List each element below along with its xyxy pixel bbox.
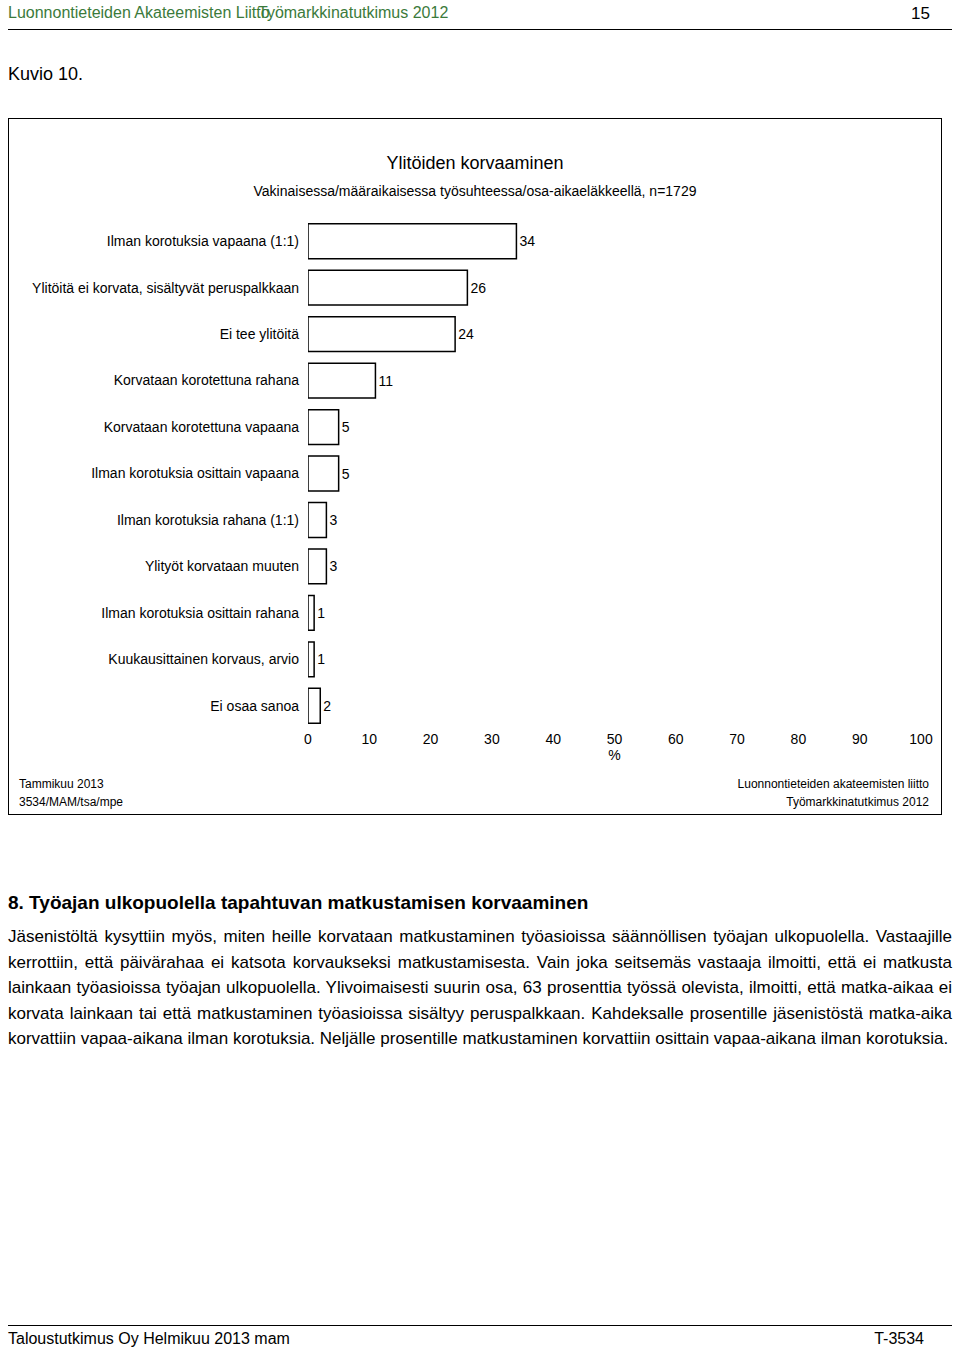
- svg-text:Ilman korotuksia osittain raha: Ilman korotuksia osittain rahana: [101, 605, 299, 621]
- svg-text:10: 10: [362, 731, 378, 747]
- svg-text:3: 3: [329, 558, 337, 574]
- svg-text:11: 11: [378, 373, 393, 389]
- svg-text:Ei tee ylitöitä: Ei tee ylitöitä: [220, 326, 300, 342]
- html-text:Kuvio 10.: Kuvio 10.: [8, 64, 84, 84]
- svg-text:0: 0: [304, 731, 312, 747]
- svg-text:60: 60: [668, 731, 684, 747]
- html-text:Tammikuu 2013: Tammikuu 2013: [19, 777, 104, 791]
- html-text:Luonnontieteiden akateemisten: Luonnontieteiden akateemisten liitto: [737, 777, 929, 791]
- html-text:T-3534: T-3534: [874, 1330, 924, 1347]
- svg-text:Ei osaa sanoa: Ei osaa sanoa: [210, 698, 299, 714]
- svg-text:70: 70: [729, 731, 745, 747]
- svg-text:Korvataan korotettuna vapaana: Korvataan korotettuna vapaana: [104, 419, 300, 435]
- svg-text:50: 50: [607, 731, 623, 747]
- svg-text:24: 24: [458, 326, 474, 342]
- svg-text:80: 80: [791, 731, 807, 747]
- html-text:Vakinaisessa/määraikaisessa ty: Vakinaisessa/määraikaisessa työsuhteessa…: [253, 183, 697, 199]
- svg-text:Ilman korotuksia vapaana (1:1): Ilman korotuksia vapaana (1:1): [107, 233, 299, 249]
- svg-text:Ylitöitä ei korvata, sisältyvä: Ylitöitä ei korvata, sisältyvät peruspal…: [32, 280, 299, 296]
- svg-text:Korvataan korotettuna rahana: Korvataan korotettuna rahana: [114, 372, 299, 388]
- html-text:Jäsenistöltä kysyttiin myös, m: Jäsenistöltä kysyttiin myös, miten heill…: [8, 927, 952, 1048]
- svg-text:100: 100: [909, 731, 933, 747]
- svg-text:Ilman korotuksia rahana (1:1): Ilman korotuksia rahana (1:1): [117, 512, 299, 528]
- html-text:Työmarkkinatutkimus 2012: Työmarkkinatutkimus 2012: [786, 795, 929, 809]
- svg-text:34: 34: [519, 233, 535, 249]
- svg-text:3: 3: [329, 512, 337, 528]
- svg-text:1: 1: [317, 605, 325, 621]
- svg-text:1: 1: [317, 651, 325, 667]
- html-text:8. Työajan ulkopuolella tapaht: 8. Työajan ulkopuolella tapahtuvan matku…: [8, 892, 589, 913]
- svg-text:Ilman korotuksia osittain vapa: Ilman korotuksia osittain vapaana: [91, 465, 299, 481]
- html-text:Työmarkkinatutkimus 2012: Työmarkkinatutkimus 2012: [258, 4, 449, 21]
- svg-text:%: %: [608, 747, 620, 763]
- svg-text:26: 26: [470, 280, 486, 296]
- svg-text:20: 20: [423, 731, 439, 747]
- svg-text:Kuukausittainen korvaus, arvio: Kuukausittainen korvaus, arvio: [108, 651, 299, 667]
- html-text:Ylitöiden korvaaminen: Ylitöiden korvaaminen: [386, 153, 564, 173]
- svg-text:90: 90: [852, 731, 868, 747]
- svg-text:40: 40: [545, 731, 561, 747]
- html-text:3534/MAM/tsa/mpe: 3534/MAM/tsa/mpe: [19, 795, 123, 809]
- svg-text:5: 5: [342, 419, 350, 435]
- svg-text:5: 5: [342, 466, 350, 482]
- html-text:Luonnontieteiden Akateemisten: Luonnontieteiden Akateemisten Liitto: [8, 4, 270, 21]
- svg-text:2: 2: [323, 698, 331, 714]
- svg-text:Ylityöt korvataan muuten: Ylityöt korvataan muuten: [145, 558, 299, 574]
- html-text:15: 15: [911, 4, 930, 23]
- svg-text:30: 30: [484, 731, 500, 747]
- html-text:Taloustutkimus Oy Helmikuu 201: Taloustutkimus Oy Helmikuu 2013 mam: [8, 1330, 290, 1347]
